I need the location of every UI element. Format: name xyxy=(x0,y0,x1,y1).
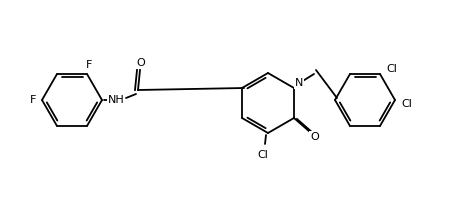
Text: O: O xyxy=(137,58,146,68)
Text: O: O xyxy=(311,132,319,142)
Text: F: F xyxy=(30,95,36,105)
Text: Cl: Cl xyxy=(257,150,269,160)
Text: Cl: Cl xyxy=(402,99,412,109)
Text: N: N xyxy=(295,78,303,88)
Text: NH: NH xyxy=(108,95,124,105)
Text: Cl: Cl xyxy=(387,64,397,74)
Text: F: F xyxy=(86,60,92,70)
